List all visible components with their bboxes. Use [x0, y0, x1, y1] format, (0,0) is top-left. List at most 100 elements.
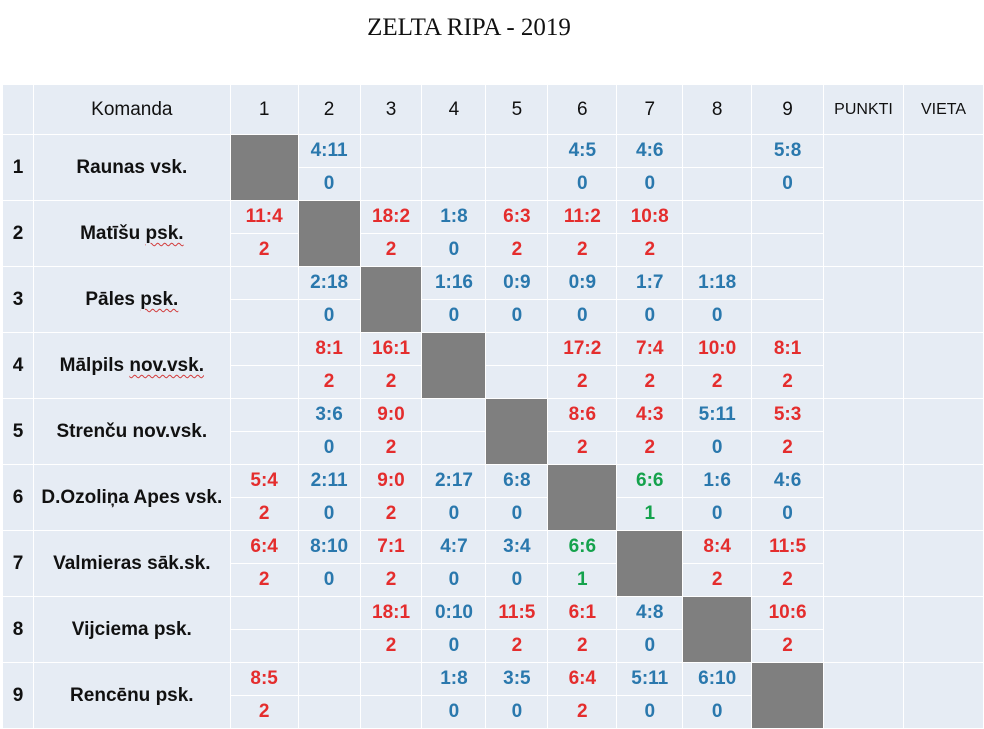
team-number: 4 — [2, 332, 34, 399]
match-points — [485, 167, 549, 201]
match-points: 2 — [682, 365, 753, 399]
match-points: 2 — [751, 629, 825, 663]
header-corner — [2, 84, 34, 135]
team-name: Rencēnu psk. — [32, 662, 231, 729]
match-points — [421, 431, 487, 465]
match-score: 6:6 — [616, 464, 684, 498]
match-points — [229, 299, 299, 333]
team-row-score: 1 Raunas vsk. 4:11 4:5 4:6 5:8 — [2, 134, 984, 201]
match-points — [359, 695, 423, 729]
match-score: 4:11 — [297, 134, 361, 168]
team-name-suffix: psk. — [140, 289, 179, 310]
match-score: 5:4 — [229, 464, 299, 498]
match-score: 6:6 — [547, 530, 618, 564]
match-score — [359, 662, 423, 696]
match-points: 0 — [421, 299, 487, 333]
match-score: 2:18 — [297, 266, 361, 300]
match-score: 10:6 — [751, 596, 825, 630]
match-score: 1:6 — [682, 464, 753, 498]
match-score: 6:4 — [547, 662, 618, 696]
match-points: 1 — [547, 563, 618, 597]
match-points — [421, 167, 487, 201]
match-score: 6:10 — [682, 662, 753, 696]
match-points — [297, 629, 361, 663]
match-score — [485, 332, 549, 366]
match-points: 2 — [547, 365, 618, 399]
team-place — [902, 134, 984, 201]
match-points: 1 — [616, 497, 684, 531]
points-column-header: PUNKTI — [823, 84, 904, 135]
match-points: 0 — [485, 695, 549, 729]
match-points: 2 — [751, 365, 825, 399]
match-score — [485, 134, 549, 168]
match-score — [682, 134, 753, 168]
opponent-column-header: 4 — [421, 84, 487, 135]
team-name: Vijciema psk. — [32, 596, 231, 663]
match-score — [229, 596, 299, 630]
match-score: 0:10 — [421, 596, 487, 630]
team-row-score: 2 Matīšu psk. 11:4 18:2 1:8 6:3 11:2 10:8 — [2, 200, 984, 267]
match-score: 8:1 — [297, 332, 361, 366]
match-points: 2 — [547, 695, 618, 729]
match-points — [485, 365, 549, 399]
match-points: 0 — [616, 167, 684, 201]
match-score: 5:3 — [751, 398, 825, 432]
team-place — [902, 200, 984, 267]
match-points: 0 — [751, 167, 825, 201]
match-points: 2 — [616, 431, 684, 465]
match-score: 0:9 — [485, 266, 549, 300]
match-score: 6:8 — [485, 464, 549, 498]
team-row-score: 3 Pāles psk. 2:18 1:16 0:9 0:9 1:7 1:18 — [2, 266, 984, 333]
diagonal-cell — [359, 266, 423, 333]
match-score: 0:9 — [547, 266, 618, 300]
team-points — [823, 530, 904, 597]
match-score: 2:11 — [297, 464, 361, 498]
match-points — [297, 695, 361, 729]
opponent-column-header: 5 — [485, 84, 549, 135]
match-score — [751, 200, 825, 234]
team-number: 6 — [2, 464, 34, 531]
match-points: 0 — [297, 563, 361, 597]
team-place — [902, 596, 984, 663]
match-points: 0 — [421, 629, 487, 663]
match-points: 2 — [485, 233, 549, 267]
team-place — [902, 266, 984, 333]
match-points: 2 — [682, 563, 753, 597]
diagonal-cell — [229, 134, 299, 201]
match-points — [751, 299, 825, 333]
match-score: 11:5 — [485, 596, 549, 630]
match-score: 9:0 — [359, 464, 423, 498]
team-points — [823, 266, 904, 333]
match-points: 2 — [359, 497, 423, 531]
team-points — [823, 134, 904, 201]
match-score: 6:4 — [229, 530, 299, 564]
team-number: 7 — [2, 530, 34, 597]
team-points — [823, 464, 904, 531]
team-row-score: 7 Valmieras sāk.sk. 6:4 8:10 7:1 4:7 3:4 6:6 8:4… — [2, 530, 984, 597]
match-points: 2 — [751, 431, 825, 465]
diagonal-cell — [297, 200, 361, 267]
match-score: 1:8 — [421, 200, 487, 234]
team-row-score: 4 Mālpils nov.vsk. 8:1 16:1 17:2 7:4 10:0 8:1 — [2, 332, 984, 399]
match-points: 0 — [421, 233, 487, 267]
match-score: 16:1 — [359, 332, 423, 366]
match-score: 11:5 — [751, 530, 825, 564]
match-points: 2 — [229, 497, 299, 531]
match-points — [359, 167, 423, 201]
match-points: 2 — [229, 233, 299, 267]
match-score: 11:4 — [229, 200, 299, 234]
match-points: 0 — [297, 497, 361, 531]
match-points: 0 — [485, 563, 549, 597]
match-points: 0 — [421, 497, 487, 531]
team-number: 2 — [2, 200, 34, 267]
header-row: Komanda 1 2 3 4 5 6 7 8 9 PUNKTI VIETA — [2, 84, 984, 135]
match-points: 0 — [485, 299, 549, 333]
team-name: D.Ozoliņa Apes vsk. — [32, 464, 231, 531]
match-score — [229, 398, 299, 432]
match-points: 0 — [682, 431, 753, 465]
match-points — [229, 431, 299, 465]
opponent-column-header: 6 — [547, 84, 618, 135]
match-score: 8:1 — [751, 332, 825, 366]
match-score: 8:5 — [229, 662, 299, 696]
